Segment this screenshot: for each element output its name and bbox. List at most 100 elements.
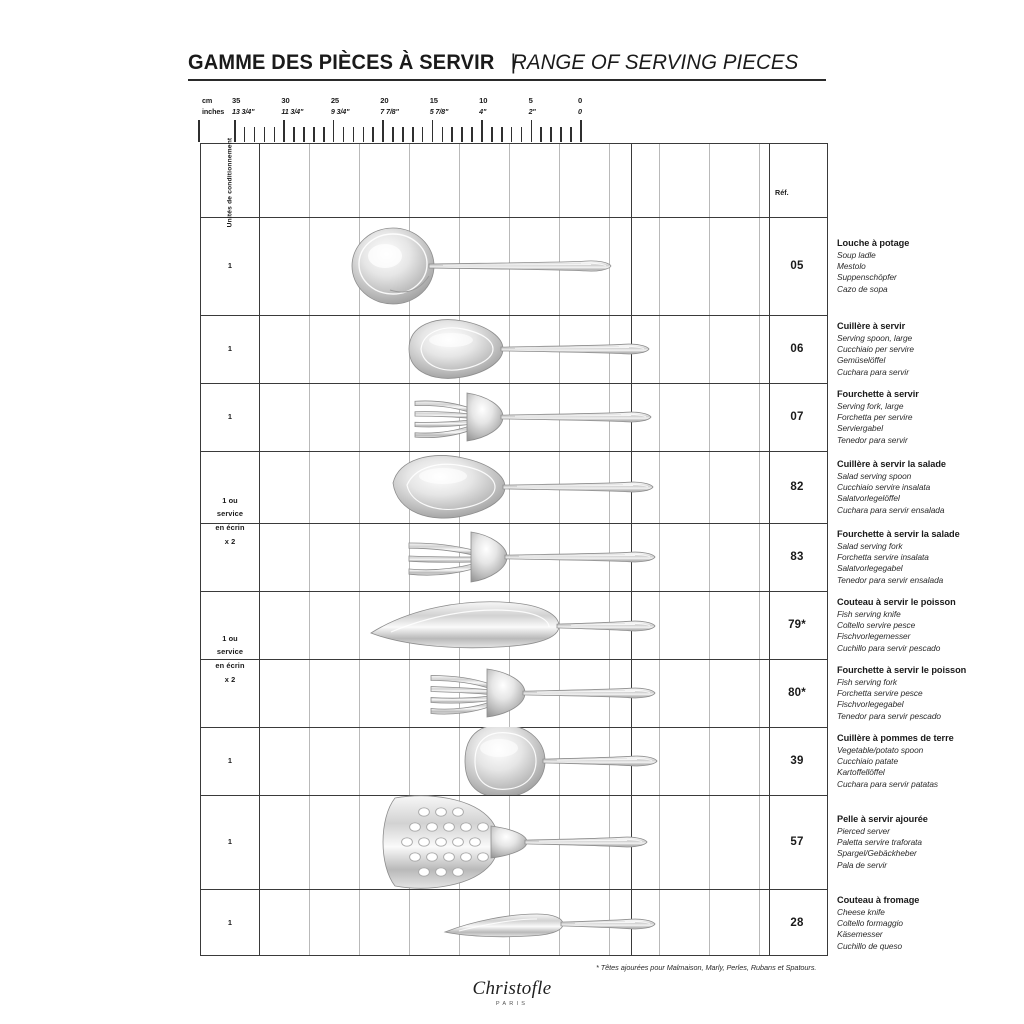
grid-line-vertical xyxy=(359,144,360,955)
product-name-french: Cuillère à servir la salade xyxy=(837,459,946,470)
product-name-german: Salatvorlegelöffel xyxy=(837,493,900,504)
grid-line-vertical xyxy=(409,144,410,955)
ruler-tick xyxy=(313,127,315,142)
product-name-german: Spargel/Gebäckheber xyxy=(837,848,917,859)
product-name-french: Fourchette à servir la salade xyxy=(837,529,960,540)
ruler-tick xyxy=(560,127,562,142)
product-name-french: Cuillère à pommes de terre xyxy=(837,733,954,744)
units-cell-line: en écrin xyxy=(215,661,245,670)
product-name-spanish: Cazo de sopa xyxy=(837,283,888,294)
grid-line-vertical xyxy=(509,144,510,955)
grid-line-horizontal xyxy=(201,217,827,219)
cutlery-icon-serving-fork xyxy=(259,383,769,451)
units-column-header: Unités de conditionnement xyxy=(201,137,259,227)
units-cell-line: 1 xyxy=(227,412,233,422)
measurement-ruler: cm 35 30 25 20 15 10 5 0 inches 13 3/4" 11 3/4" 9… xyxy=(196,96,796,142)
ruler-inch-tick-label: 4" xyxy=(479,107,487,116)
ruler-tick xyxy=(253,127,256,142)
ruler-cm-tick-label: 20 xyxy=(380,96,389,105)
ruler-tick xyxy=(234,120,236,142)
units-cell-line: x 2 xyxy=(224,674,236,684)
ruler-inch-tick-label: 5 7/8" xyxy=(429,107,449,116)
product-name-italian: Forchetta per servire xyxy=(837,412,913,423)
cutlery-illustrations xyxy=(259,144,769,955)
units-cell-line: 1 xyxy=(227,261,233,271)
ruler-cm-tick-label: 35 xyxy=(232,96,241,105)
ruler-tick xyxy=(461,127,463,142)
ruler-tick xyxy=(342,127,345,142)
title-separator: | xyxy=(510,51,517,74)
grid-line-vertical xyxy=(609,144,610,955)
product-table: Unités de conditionnement 1 1 1 1 ou service… xyxy=(200,137,966,956)
ruler-inch-tick-label: 7 7/8" xyxy=(380,107,399,116)
ruler-tick xyxy=(293,127,295,142)
grid-line-vertical xyxy=(559,144,560,955)
product-name-german: Suppenschöpfer xyxy=(837,272,897,283)
units-cell-line: 1 xyxy=(227,918,233,928)
ref-cell: 80* xyxy=(788,687,806,699)
ruler-unit-cm: cm xyxy=(202,96,213,105)
page-title-english: RANGE OF SERVING PIECES xyxy=(512,50,799,74)
units-cell-line: 1 ou xyxy=(222,495,238,505)
grid-line-vertical xyxy=(659,144,660,955)
ruler-tick xyxy=(421,127,424,142)
ruler-tick xyxy=(520,127,523,142)
grid-line-vertical xyxy=(459,144,460,955)
product-name-german: Käsemesser xyxy=(837,929,883,940)
units-cell: 1 xyxy=(201,315,259,383)
ref-cell: 06 xyxy=(790,343,804,355)
ruler-tick xyxy=(491,127,493,142)
ruler-tick xyxy=(540,127,543,142)
product-name-spanish: Cuchara para servir ensalada xyxy=(837,504,945,515)
ruler-tick xyxy=(273,127,276,142)
ruler-inch-tick-label: 9 3/4" xyxy=(330,107,350,116)
grid-line-vertical xyxy=(631,144,633,955)
ruler-row-inches: inches 13 3/4" 11 3/4" 9 3/4" 7 7/8" 5 7/8" 4… xyxy=(196,107,796,118)
ruler-tick xyxy=(411,127,414,142)
ruler-inch-tick-label: 11 3/4" xyxy=(281,107,304,116)
product-name-italian: Paletta servire traforata xyxy=(837,837,922,848)
ruler-inch-tick-label: 2" xyxy=(528,107,536,116)
grid-line-horizontal xyxy=(201,795,827,797)
description-cell: Couteau à fromage Cheese knife Coltello fo… xyxy=(831,889,1024,957)
product-name-german: Fischvorlegemesser xyxy=(837,631,911,642)
grid-line-vertical xyxy=(759,144,760,955)
product-name-italian: Cucchiaio per servire xyxy=(837,344,914,355)
ruler-tick xyxy=(451,127,454,142)
footnote: * Têtes ajourées pour Malmaison, Marly, … xyxy=(596,963,817,972)
cutlery-icon-fish-knife xyxy=(259,591,769,659)
grid-line-vertical xyxy=(309,144,310,955)
ruler-ticks xyxy=(196,120,796,142)
page-header: GAMME DES PIÈCES À SERVIR | RANGE OF SER… xyxy=(188,50,828,81)
product-name-english: Cheese knife xyxy=(837,907,885,918)
units-column-header-label: Unités de conditionnement xyxy=(226,137,234,227)
ruler-tick xyxy=(382,120,384,142)
product-name-english: Salad serving fork xyxy=(837,541,903,552)
product-name-german: Kartoffellöffel xyxy=(837,767,885,778)
product-name-french: Pelle à servir ajourée xyxy=(837,814,928,825)
product-name-english: Soup ladle xyxy=(837,250,876,261)
units-cell: 1 xyxy=(201,383,259,451)
ruler-tick xyxy=(332,120,335,142)
ref-cell: 39 xyxy=(790,755,804,767)
units-cell-line: 1 ou xyxy=(222,633,238,643)
cutlery-icon-pierced-server xyxy=(259,795,769,889)
product-name-spanish: Cuchillo para servir pescado xyxy=(837,642,941,653)
ruler-tick xyxy=(471,127,473,142)
product-name-spanish: Cuchillo de queso xyxy=(837,940,903,951)
ref-cell: 83 xyxy=(790,551,804,563)
ruler-tick xyxy=(362,127,365,142)
grid-line-horizontal xyxy=(201,591,827,593)
product-name-english: Serving fork, large xyxy=(837,401,904,412)
ruler-tick xyxy=(441,127,444,142)
ruler-row-cm: cm 35 30 25 20 15 10 5 0 xyxy=(196,96,796,107)
grid-line-vertical xyxy=(259,144,261,955)
units-cell-line: x 2 xyxy=(224,536,236,546)
description-cell: Fourchette à servir Serving fork, large Fo… xyxy=(831,383,1024,451)
brand-name: Christofle xyxy=(472,978,552,999)
product-name-italian: Forchetta servire pesce xyxy=(837,688,923,699)
cutlery-icon-potato-spoon xyxy=(259,724,769,798)
description-cell: Cuillère à pommes de terre Vegetable/pota… xyxy=(831,727,1024,795)
product-name-italian: Mestolo xyxy=(837,261,866,272)
